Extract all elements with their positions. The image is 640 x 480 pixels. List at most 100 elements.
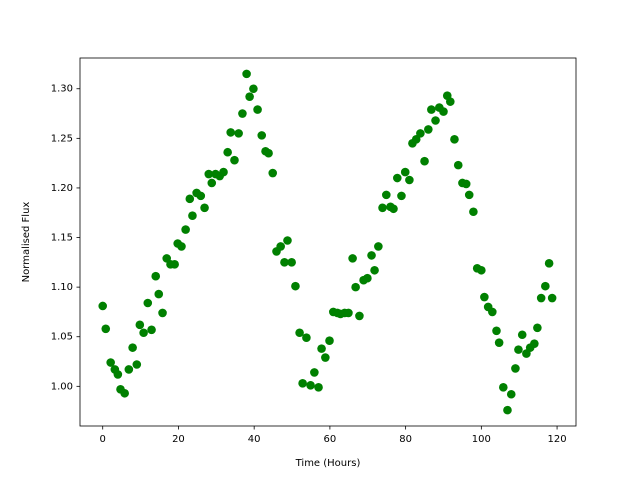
data-point <box>469 207 478 217</box>
data-point <box>536 293 546 303</box>
data-point <box>287 258 296 267</box>
data-point <box>416 129 425 138</box>
data-point <box>420 156 429 166</box>
data-point <box>306 381 315 390</box>
data-point <box>517 330 527 340</box>
data-point <box>98 301 108 311</box>
data-point <box>185 194 195 204</box>
data-point <box>177 242 186 251</box>
data-point <box>245 92 254 101</box>
data-point <box>204 169 214 179</box>
data-point <box>506 389 516 399</box>
data-point <box>317 344 326 353</box>
y-tick-label: 1.20 <box>51 183 73 194</box>
data-point <box>355 311 364 321</box>
data-point <box>143 298 153 308</box>
data-point <box>503 405 512 415</box>
data-point <box>253 105 262 114</box>
data-point <box>207 178 217 188</box>
y-tick-label: 1.25 <box>51 133 73 144</box>
data-point <box>154 289 164 299</box>
data-point <box>268 168 278 178</box>
data-point <box>541 281 550 291</box>
y-tick-label: 1.30 <box>51 84 73 95</box>
data-point <box>302 333 311 343</box>
data-point <box>514 345 523 354</box>
data-point <box>348 254 357 263</box>
y-tick-label: 1.05 <box>51 332 73 343</box>
data-point <box>367 251 376 260</box>
data-point <box>283 236 292 245</box>
axes-frame <box>79 57 577 427</box>
y-axis-label: Normalised Flux <box>21 202 32 283</box>
data-point <box>461 179 471 189</box>
data-point <box>170 260 179 269</box>
data-point <box>226 128 235 137</box>
data-point <box>464 190 474 200</box>
x-tick-label: 40 <box>248 434 261 445</box>
data-point <box>411 135 421 144</box>
data-point <box>181 225 190 234</box>
data-point <box>424 125 433 134</box>
data-point <box>499 383 508 392</box>
data-point <box>223 147 232 157</box>
data-point <box>295 328 304 338</box>
data-point <box>397 191 406 201</box>
data-point <box>219 167 228 177</box>
data-point <box>257 131 267 140</box>
data-point <box>453 160 463 170</box>
data-point <box>238 109 247 118</box>
data-point <box>249 84 258 94</box>
y-tick-label: 1.00 <box>51 381 73 392</box>
y-tick-label: 1.10 <box>51 282 73 293</box>
data-point <box>158 308 167 318</box>
data-point <box>188 211 197 221</box>
data-point <box>230 155 239 165</box>
data-point <box>135 320 145 330</box>
x-tick-label: 20 <box>172 434 185 445</box>
data-point <box>511 364 520 373</box>
data-point <box>363 273 372 283</box>
data-point <box>196 191 206 201</box>
data-point <box>547 293 557 303</box>
data-point <box>113 370 123 379</box>
data-point <box>234 129 243 138</box>
data-point <box>291 281 300 291</box>
data-point <box>400 167 410 177</box>
x-tick-label: 0 <box>100 434 106 445</box>
data-point <box>439 107 448 116</box>
data-point <box>321 353 330 362</box>
data-point <box>200 203 209 213</box>
data-point <box>310 368 319 377</box>
data-point <box>344 308 353 318</box>
data-point <box>276 242 285 251</box>
data-point <box>139 328 148 338</box>
data-point <box>351 282 360 292</box>
data-point <box>378 203 387 213</box>
x-tick-label: 100 <box>472 434 491 445</box>
data-point <box>280 258 289 267</box>
data-point <box>427 105 436 114</box>
data-point <box>325 336 334 345</box>
data-point <box>374 242 383 251</box>
data-point <box>389 204 398 214</box>
x-tick-label: 80 <box>399 434 412 445</box>
data-point <box>445 97 455 106</box>
data-point <box>120 388 129 398</box>
data-point <box>132 360 142 369</box>
data-point <box>494 338 504 347</box>
data-point <box>450 135 459 144</box>
data-point <box>492 326 501 336</box>
data-point <box>477 265 486 275</box>
x-tick-label: 60 <box>324 434 337 445</box>
y-tick-label: 1.15 <box>51 233 73 244</box>
data-point <box>151 271 161 281</box>
data-point <box>488 307 497 317</box>
data-point <box>124 365 134 374</box>
data-point <box>298 379 307 388</box>
x-axis-label: Time (Hours) <box>295 458 361 469</box>
data-point <box>101 324 111 334</box>
data-point <box>242 69 251 79</box>
